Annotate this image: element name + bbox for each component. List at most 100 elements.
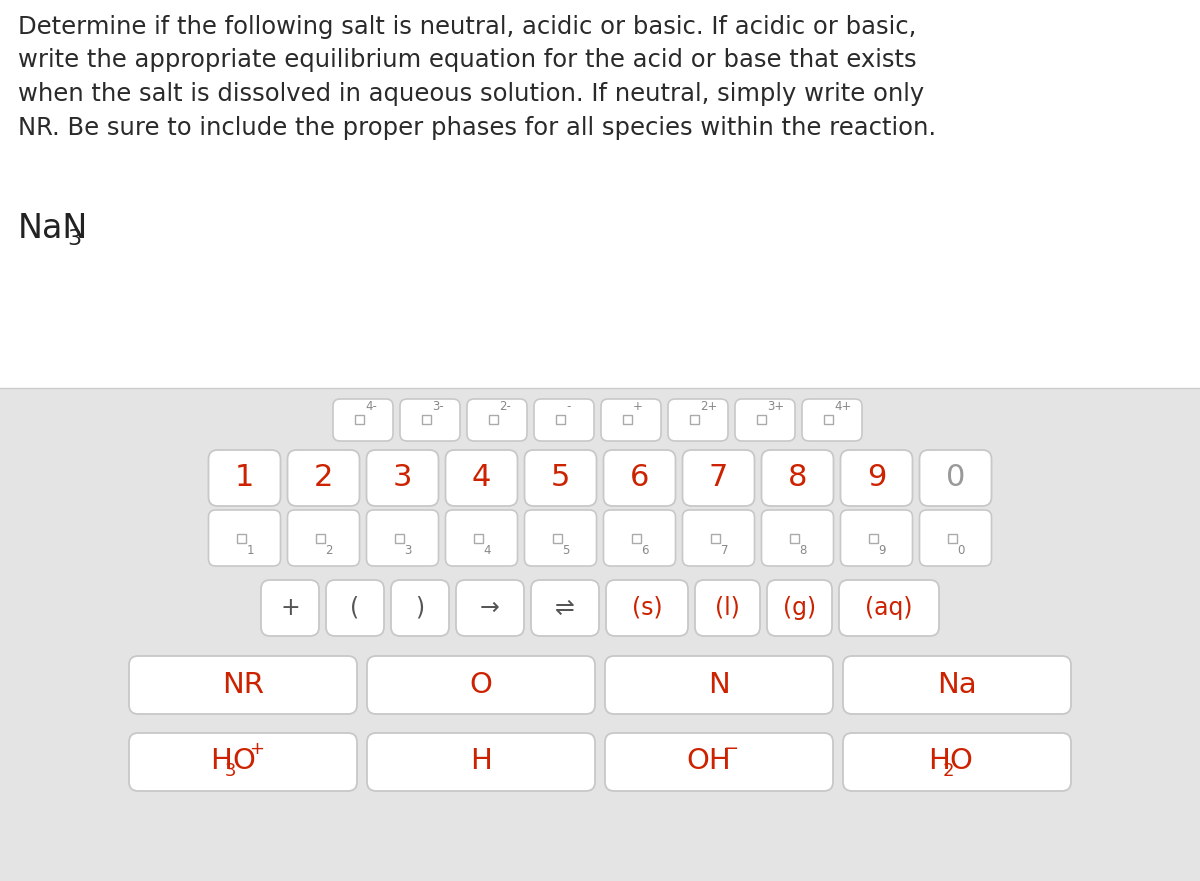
Text: 1: 1: [235, 463, 254, 492]
Text: 1: 1: [246, 544, 254, 557]
Text: 3: 3: [67, 229, 82, 249]
Text: 3: 3: [224, 762, 235, 780]
Bar: [869, 534, 877, 543]
FancyBboxPatch shape: [606, 580, 688, 636]
FancyBboxPatch shape: [209, 450, 281, 506]
FancyBboxPatch shape: [695, 580, 760, 636]
FancyBboxPatch shape: [919, 450, 991, 506]
FancyBboxPatch shape: [668, 399, 728, 441]
Text: NR: NR: [222, 671, 264, 699]
FancyBboxPatch shape: [534, 399, 594, 441]
Text: 6: 6: [642, 544, 649, 557]
FancyBboxPatch shape: [601, 399, 661, 441]
FancyBboxPatch shape: [467, 399, 527, 441]
FancyBboxPatch shape: [524, 450, 596, 506]
FancyBboxPatch shape: [288, 510, 360, 566]
Text: O: O: [233, 747, 256, 775]
Text: 3-: 3-: [432, 401, 444, 413]
Text: -: -: [566, 401, 570, 413]
Text: OH: OH: [686, 747, 731, 775]
Bar: [824, 414, 833, 424]
Text: −: −: [724, 740, 738, 758]
Text: 8: 8: [799, 544, 806, 557]
Bar: [422, 414, 431, 424]
FancyBboxPatch shape: [445, 510, 517, 566]
Text: 0: 0: [946, 463, 965, 492]
FancyBboxPatch shape: [605, 733, 833, 791]
Bar: [0, 388, 1200, 881]
FancyBboxPatch shape: [605, 656, 833, 714]
FancyBboxPatch shape: [326, 580, 384, 636]
Text: 6: 6: [630, 463, 649, 492]
FancyBboxPatch shape: [734, 399, 796, 441]
Text: 2: 2: [325, 544, 334, 557]
FancyBboxPatch shape: [334, 399, 394, 441]
Text: 4+: 4+: [834, 401, 851, 413]
Bar: [474, 534, 482, 543]
Text: 4-: 4-: [365, 401, 377, 413]
FancyBboxPatch shape: [839, 580, 940, 636]
FancyBboxPatch shape: [391, 580, 449, 636]
FancyBboxPatch shape: [262, 580, 319, 636]
FancyBboxPatch shape: [530, 580, 599, 636]
Text: (s): (s): [631, 596, 662, 620]
FancyBboxPatch shape: [840, 450, 912, 506]
FancyBboxPatch shape: [919, 510, 991, 566]
Bar: [355, 414, 364, 424]
Text: Na: Na: [937, 671, 977, 699]
Text: +: +: [250, 740, 264, 758]
Text: 2+: 2+: [700, 401, 718, 413]
Text: 2-: 2-: [499, 401, 511, 413]
Text: 3: 3: [404, 544, 412, 557]
FancyBboxPatch shape: [762, 450, 834, 506]
FancyBboxPatch shape: [445, 450, 517, 506]
Text: Determine if the following salt is neutral, acidic or basic. If acidic or basic,: Determine if the following salt is neutr…: [18, 15, 936, 139]
Bar: [690, 414, 698, 424]
Text: (g): (g): [782, 596, 816, 620]
Bar: [490, 414, 498, 424]
FancyBboxPatch shape: [840, 510, 912, 566]
Bar: [757, 414, 766, 424]
FancyBboxPatch shape: [604, 510, 676, 566]
Text: 5: 5: [563, 544, 570, 557]
Text: +: +: [280, 596, 300, 620]
Bar: [556, 414, 565, 424]
FancyBboxPatch shape: [130, 733, 358, 791]
FancyBboxPatch shape: [456, 580, 524, 636]
FancyBboxPatch shape: [524, 510, 596, 566]
Bar: [0, 0, 1200, 388]
Text: (l): (l): [715, 596, 740, 620]
Text: (aq): (aq): [865, 596, 913, 620]
FancyBboxPatch shape: [367, 656, 595, 714]
Text: 8: 8: [787, 463, 808, 492]
Text: 9: 9: [878, 544, 886, 557]
Text: N: N: [708, 671, 730, 699]
FancyBboxPatch shape: [802, 399, 862, 441]
Text: 7: 7: [709, 463, 728, 492]
Text: +: +: [634, 401, 643, 413]
Text: 2: 2: [314, 463, 334, 492]
FancyBboxPatch shape: [209, 510, 281, 566]
FancyBboxPatch shape: [288, 450, 360, 506]
FancyBboxPatch shape: [767, 580, 832, 636]
Bar: [236, 534, 246, 543]
FancyBboxPatch shape: [762, 510, 834, 566]
Text: →: →: [480, 596, 500, 620]
Text: 3+: 3+: [767, 401, 785, 413]
Text: 5: 5: [551, 463, 570, 492]
Bar: [552, 534, 562, 543]
Text: O: O: [949, 747, 972, 775]
Text: 7: 7: [720, 544, 728, 557]
Bar: [710, 534, 720, 543]
FancyBboxPatch shape: [604, 450, 676, 506]
Text: 4: 4: [472, 463, 491, 492]
Text: H: H: [470, 747, 492, 775]
Bar: [623, 414, 632, 424]
Bar: [948, 534, 956, 543]
Bar: [316, 534, 324, 543]
Text: 4: 4: [484, 544, 491, 557]
Text: NaN: NaN: [18, 212, 89, 245]
Bar: [631, 534, 641, 543]
FancyBboxPatch shape: [366, 450, 438, 506]
FancyBboxPatch shape: [683, 450, 755, 506]
